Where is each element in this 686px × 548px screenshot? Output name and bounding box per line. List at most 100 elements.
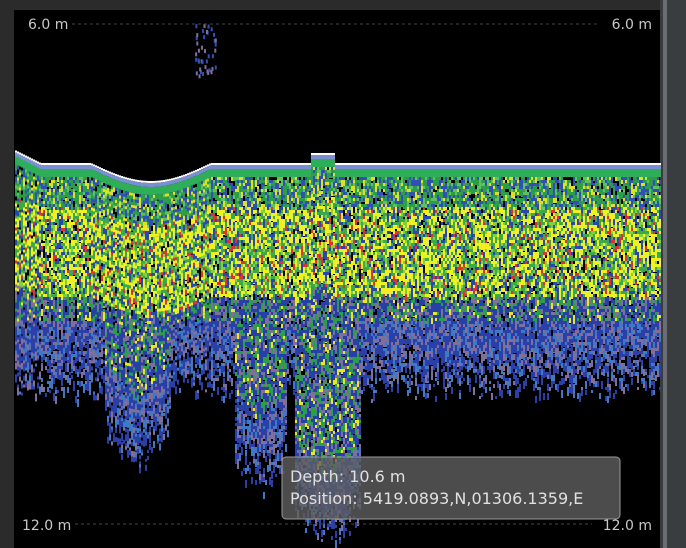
echo-return — [77, 372, 79, 377]
echo-return — [135, 287, 137, 292]
echo-return — [129, 375, 131, 378]
echo-return — [59, 163, 61, 165]
echo-return — [15, 291, 17, 298]
echo-return — [131, 442, 133, 446]
echo-return — [171, 234, 173, 237]
echo-return — [61, 163, 63, 165]
echo-return — [61, 360, 63, 363]
echo-return — [59, 297, 61, 300]
echo-return — [165, 332, 167, 338]
echo-return — [135, 458, 137, 462]
echo-return — [37, 383, 39, 389]
echo-return — [31, 233, 33, 236]
echo-return — [97, 228, 99, 231]
echo-return — [127, 184, 129, 192]
echo-return — [157, 357, 159, 363]
echo-return — [79, 165, 81, 169]
echo-return — [79, 216, 81, 223]
echo-return — [103, 360, 105, 363]
echo-return — [79, 243, 81, 250]
echo-return — [101, 386, 103, 394]
echo-return — [97, 172, 99, 180]
echo-return — [139, 323, 141, 326]
echo-return — [157, 270, 159, 273]
echo-return — [49, 279, 51, 282]
echo-return — [35, 178, 37, 181]
echo-return — [163, 374, 165, 377]
echo-return — [29, 217, 31, 221]
echo-return — [85, 303, 87, 306]
echo-return — [133, 199, 135, 202]
echo-return — [33, 345, 35, 348]
echo-return — [85, 231, 87, 234]
echo-return — [91, 255, 93, 258]
echo-return — [137, 449, 139, 454]
echo-return — [139, 368, 141, 371]
echo-return — [39, 246, 41, 249]
echo-return — [79, 258, 81, 264]
echo-return — [85, 279, 87, 285]
echo-return — [29, 253, 31, 256]
echo-return — [125, 183, 127, 191]
echo-return — [151, 330, 153, 333]
echo-return — [129, 330, 131, 337]
echo-return — [39, 204, 41, 207]
echo-return — [69, 252, 71, 258]
echo-return — [73, 252, 75, 255]
echo-return — [111, 405, 113, 408]
echo-return — [51, 228, 53, 231]
echo-return — [47, 369, 49, 373]
echo-return — [99, 388, 101, 393]
echo-return — [31, 165, 33, 173]
echo-return — [117, 175, 119, 177]
echo-return — [39, 330, 41, 334]
echo-return — [153, 387, 155, 390]
echo-return — [25, 269, 27, 273]
echo-return — [47, 351, 49, 356]
echo-return — [29, 160, 31, 164]
echo-return — [39, 387, 41, 395]
echo-return — [85, 363, 87, 370]
echo-return — [117, 366, 119, 370]
echo-return — [117, 327, 119, 332]
echo-return — [91, 234, 93, 237]
echo-return — [41, 324, 43, 330]
echo-return — [27, 189, 29, 192]
echo-return — [109, 324, 111, 327]
echo-return — [169, 181, 171, 185]
echo-return — [77, 342, 79, 347]
echo-return — [169, 316, 171, 319]
echo-return — [161, 401, 163, 409]
echo-return — [141, 264, 143, 267]
echo-return — [85, 273, 87, 276]
echo-return — [85, 249, 87, 252]
echo-return — [161, 410, 163, 416]
echo-return — [31, 200, 33, 207]
echo-return — [149, 201, 151, 204]
echo-return — [163, 359, 165, 362]
echo-return — [41, 183, 43, 186]
echo-return — [157, 273, 159, 276]
echo-return — [161, 272, 163, 275]
echo-return — [45, 252, 47, 255]
echo-return — [113, 301, 115, 308]
echo-return — [161, 200, 163, 203]
echo-return — [101, 353, 103, 357]
echo-return — [159, 258, 161, 261]
echo-return — [83, 369, 85, 372]
echo-return — [53, 369, 55, 375]
echo-return — [115, 180, 117, 188]
echo-return — [63, 336, 65, 339]
echo-return — [149, 258, 151, 263]
echo-return — [111, 279, 113, 283]
echo-return — [109, 174, 111, 178]
echo-return — [41, 169, 43, 177]
echo-return — [163, 434, 165, 440]
echo-return — [135, 302, 137, 305]
echo-return — [95, 377, 97, 381]
echo-return — [65, 264, 67, 267]
echo-return — [111, 360, 113, 364]
echo-return — [81, 240, 83, 243]
echo-return — [89, 321, 91, 326]
echo-return — [71, 249, 73, 252]
